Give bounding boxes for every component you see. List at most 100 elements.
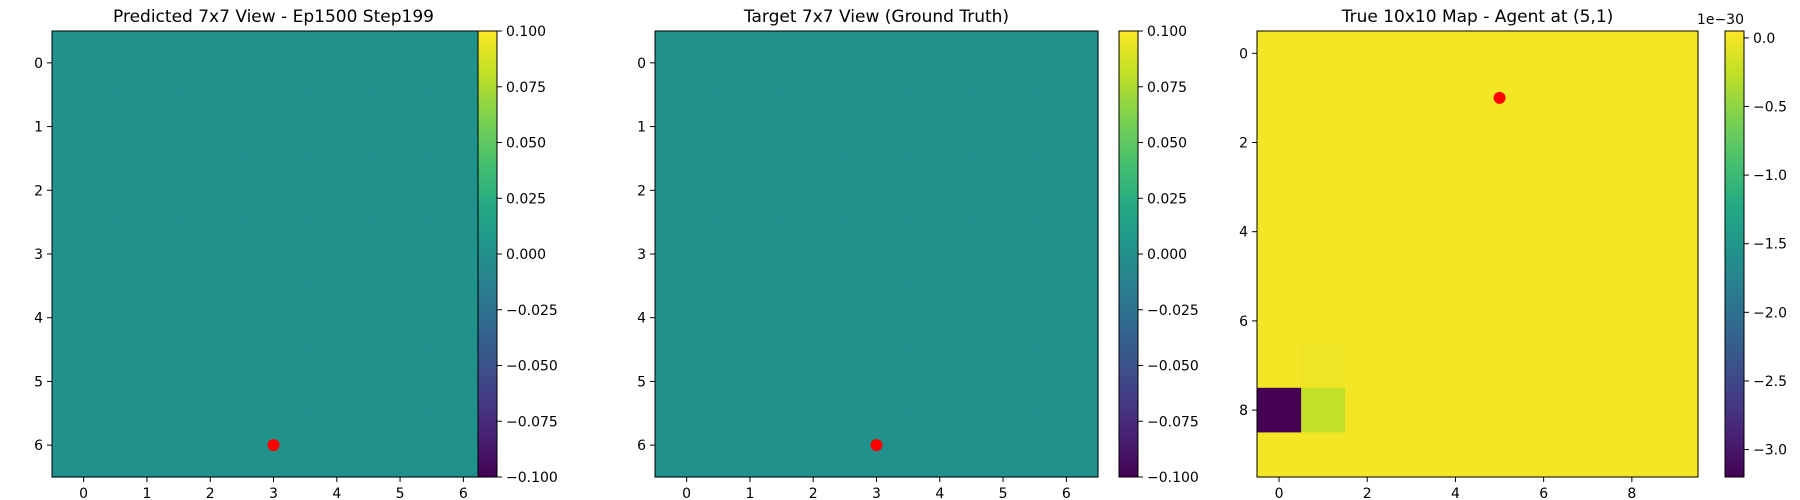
heatmap-cell (115, 285, 180, 351)
heatmap-cell (1521, 209, 1567, 255)
heatmap-cell (305, 94, 370, 160)
y-tick-label: 2 (637, 183, 646, 199)
heatmap-cell (1565, 75, 1611, 121)
heatmap-cell (1345, 209, 1390, 255)
heatmap-cell (1257, 298, 1302, 344)
colorbar-gradient (1119, 31, 1138, 477)
heatmap-cell (1565, 254, 1611, 300)
heatmap-cell (52, 222, 116, 287)
heatmap-cell (1653, 343, 1699, 389)
heatmap-cell (1301, 120, 1346, 166)
heatmap-cell (844, 349, 909, 414)
colorbar-tick-label: 0.050 (506, 136, 546, 152)
heatmap-cell (305, 285, 370, 351)
heatmap-cell (305, 222, 370, 287)
heatmap-cell (1345, 432, 1390, 478)
heatmap-cell (1521, 343, 1567, 389)
colorbar: 0.0 −0.5 −1.0 −1.5 −2.0 −2.5 −3.0 1e−30 (1697, 12, 1787, 478)
heatmap-cell (655, 94, 719, 160)
heatmap-cell (844, 94, 909, 160)
heatmap-cell (655, 222, 719, 287)
colorbar-tick-label: −0.5 (1753, 99, 1787, 115)
heatmap-cell (1301, 298, 1346, 344)
colorbar-tick-label: 0.075 (506, 80, 546, 96)
x-tick-label: 4 (1451, 486, 1460, 500)
heatmap-cell (781, 31, 846, 96)
heatmap-cell (115, 222, 180, 287)
colorbar-tick-label: −1.5 (1753, 237, 1787, 253)
y-tick-label: 6 (637, 438, 646, 454)
heatmap-cell (1345, 31, 1390, 77)
colorbar-tick-label: 0.000 (506, 247, 546, 263)
heatmap-cell (1609, 31, 1655, 77)
heatmap-cell (844, 222, 909, 287)
heatmap-cell (1477, 432, 1523, 478)
y-tick-label: 6 (34, 438, 43, 454)
heatmap-cell (1389, 298, 1434, 344)
y-tick-label: 0 (637, 56, 646, 72)
heatmap-cell (1433, 387, 1479, 433)
heatmap-cells (52, 31, 496, 478)
heatmap-cell (1389, 75, 1434, 121)
colorbar-tick-label: −0.050 (506, 359, 558, 375)
heatmap-cell (1301, 75, 1346, 121)
colorbar-tick-label: 0.100 (506, 24, 546, 40)
heatmap-cell (1389, 432, 1434, 478)
heatmap-cell (655, 349, 719, 414)
heatmap-cell (1653, 120, 1699, 166)
heatmap-cell (1565, 31, 1611, 77)
heatmap-cell (781, 413, 846, 478)
heatmap-cell (1433, 75, 1479, 121)
heatmap-cell (1257, 31, 1302, 77)
colorbar-tick-label: −0.075 (1147, 414, 1199, 430)
heatmap-cell (1653, 31, 1699, 77)
colorbar-tick-label: −0.100 (506, 470, 558, 486)
heatmap-cell (718, 349, 783, 414)
heatmap-cell (781, 285, 846, 351)
heatmap-cell (305, 31, 370, 96)
heatmap-cell (908, 349, 973, 414)
heatmap-cell (718, 285, 783, 351)
x-tick-label: 4 (332, 486, 341, 500)
colorbar: 0.100 0.075 0.050 0.025 0.000 −0.025 −0.050 −0.… (1118, 24, 1199, 486)
heatmap-cell (781, 349, 846, 414)
heatmap-cell (178, 158, 243, 223)
heatmap-cell (1389, 164, 1434, 210)
heatmap-cell (1034, 285, 1099, 351)
x-tick-label: 0 (1275, 486, 1284, 500)
x-tick-label: 0 (79, 486, 88, 500)
x-tick-label: 1 (745, 486, 754, 500)
x-tick-label: 6 (1062, 486, 1071, 500)
colorbar-tick-label: 0.025 (506, 191, 546, 207)
heatmap-cell (368, 349, 433, 414)
heatmap-cell (52, 158, 116, 223)
x-tick-label: 5 (396, 486, 405, 500)
heatmap-cell (971, 158, 1036, 223)
heatmap-cell (971, 222, 1036, 287)
colorbar-gradient (1725, 31, 1744, 477)
heatmap-cell (52, 94, 116, 160)
heatmap-cell (115, 349, 180, 414)
heatmap-cell (52, 285, 116, 351)
heatmap-cell (1034, 158, 1099, 223)
heatmap-cell (115, 94, 180, 160)
heatmap-cell (1345, 164, 1390, 210)
heatmap-cell (52, 31, 116, 96)
colorbar-tick-label: −1.0 (1753, 168, 1787, 184)
heatmap-cell (1609, 209, 1655, 255)
heatmap-cell (1257, 343, 1302, 389)
heatmap-cell (1433, 164, 1479, 210)
x-tick-label: 1 (142, 486, 151, 500)
y-tick-label: 4 (1239, 225, 1248, 241)
heatmap-cell (1301, 254, 1346, 300)
heatmap-cell (1389, 120, 1434, 166)
x-tick-label: 2 (1363, 486, 1372, 500)
heatmap-cell (305, 413, 370, 478)
heatmap-cell (1609, 120, 1655, 166)
heatmap-cell (1257, 432, 1302, 478)
heatmap-cell (1521, 432, 1567, 478)
x-tick-label: 6 (1539, 486, 1548, 500)
heatmap-cell (1301, 209, 1346, 255)
heatmap-cell (1653, 254, 1699, 300)
heatmap-cell (241, 222, 306, 287)
